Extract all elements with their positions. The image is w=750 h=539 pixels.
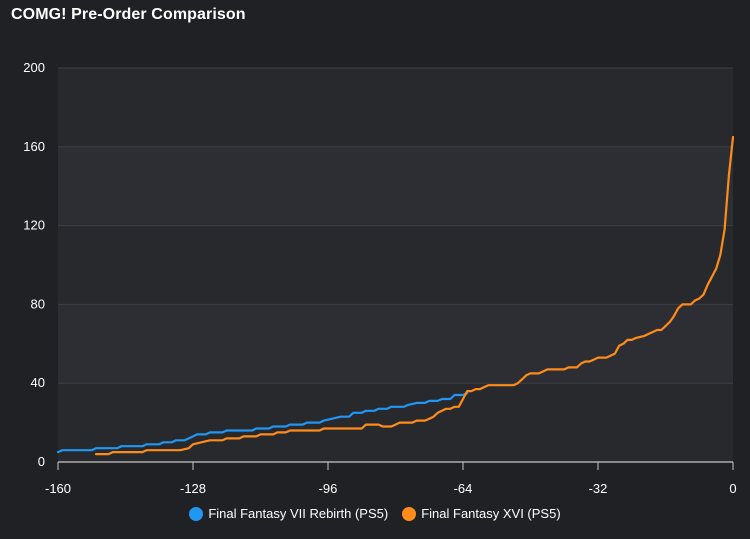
plot-band [58,383,733,462]
plot-band [58,225,733,305]
y-tick-labels: 0 40 80 120 160 200 [23,60,45,469]
legend: Final Fantasy VII Rebirth (PS5) Final Fa… [0,506,750,521]
plot-bands [58,68,733,462]
x-tick-label: 0 [729,481,736,496]
x-tick-label: -160 [45,481,71,496]
x-tick-label: -128 [180,481,206,496]
legend-marker-ff7-rebirth [189,506,204,521]
y-tick-label: 120 [23,218,45,233]
series-lines [56,135,735,456]
chart-title: COMG! Pre-Order Comparison [11,6,246,23]
y-tick-label: 0 [38,454,45,469]
x-tick-label: -32 [589,481,608,496]
y-tick-label: 80 [31,296,45,311]
x-axis [57,461,734,470]
legend-label-ff7-rebirth: Final Fantasy VII Rebirth (PS5) [208,506,389,521]
y-tick-label: 200 [23,60,45,75]
legend-item-ff16[interactable]: Final Fantasy XVI (PS5) [402,506,561,521]
y-tick-label: 160 [23,139,45,154]
plot-band [58,304,733,384]
legend-item-ff7-rebirth[interactable]: Final Fantasy VII Rebirth (PS5) [189,506,388,521]
plot-band [58,68,733,147]
series-line-1[interactable] [94,135,735,456]
grid-lines [58,67,733,384]
x-tick-labels: -160 -128 -96 -64 -32 0 [45,481,737,496]
x-tick-label: -96 [319,481,338,496]
legend-label-ff16: Final Fantasy XVI (PS5) [421,506,561,521]
y-tick-label: 40 [31,375,45,390]
plot-band [58,146,733,226]
legend-marker-ff16 [402,506,417,521]
series-line-0[interactable] [56,392,469,454]
x-tick-label: -64 [454,481,473,496]
